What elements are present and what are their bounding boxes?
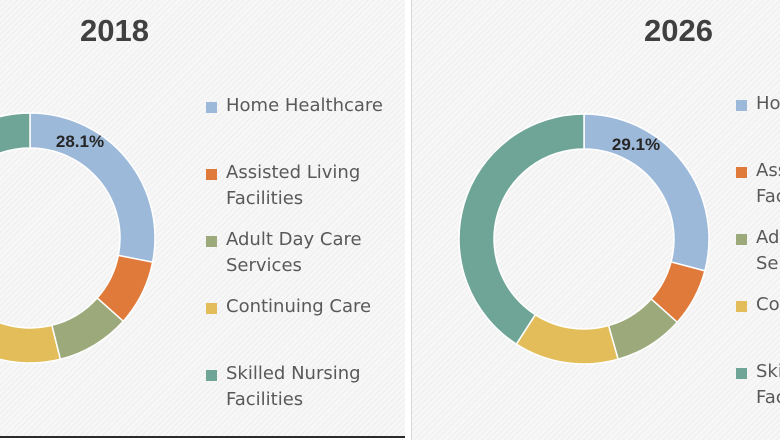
- chart-panel-2018: 2018 28.1% Home Healthcare Assisted Livin…: [0, 0, 406, 438]
- donut-slice-continuing-care: [0, 322, 62, 364]
- legend-label: Assisted Living Facilities: [226, 162, 361, 209]
- legend-swatch: [206, 169, 217, 180]
- legend-swatch: [736, 100, 747, 111]
- data-label-home-healthcare: 28.1%: [56, 132, 104, 151]
- legend-swatch: [206, 236, 217, 247]
- legend-swatch: [736, 301, 747, 312]
- chart-panel-2026: 2026 29.1% Home Healthcare Assisted Livin…: [411, 0, 780, 440]
- legend-swatch: [736, 167, 747, 178]
- chart-title-2018: 2018: [80, 13, 149, 48]
- donut-chart-2026: 29.1%: [458, 113, 710, 365]
- legend-swatch: [736, 368, 747, 379]
- legend-swatch: [206, 370, 217, 381]
- legend-label: Adult Day Care Services: [756, 227, 780, 274]
- donut-chart-2018: 28.1%: [0, 112, 156, 364]
- donut-slice-skilled-nursing-facilities: [0, 112, 31, 154]
- legend-swatch: [736, 234, 747, 245]
- legend-label: Home Healthcare: [226, 95, 383, 116]
- legend-swatch: [206, 102, 217, 113]
- panel-divider: [405, 0, 411, 440]
- legend-label: Assisted Living Facilities: [756, 160, 780, 207]
- chart-title-2026: 2026: [644, 13, 713, 48]
- legend-swatch: [206, 303, 217, 314]
- donut-slice-skilled-nursing-facilities: [458, 113, 585, 346]
- data-label-home-healthcare: 29.1%: [612, 135, 660, 154]
- legend-label: Continuing Care: [756, 294, 780, 315]
- legend-label: Continuing Care: [226, 296, 372, 317]
- donut-slice-continuing-care: [515, 313, 620, 365]
- legend-label: Skilled Nursing Facilities: [226, 363, 361, 410]
- legend-label: Adult Day Care Services: [226, 229, 362, 276]
- legend-label: Skilled Nursing Facilities: [756, 361, 780, 408]
- legend-label: Home Healthcare: [756, 93, 780, 114]
